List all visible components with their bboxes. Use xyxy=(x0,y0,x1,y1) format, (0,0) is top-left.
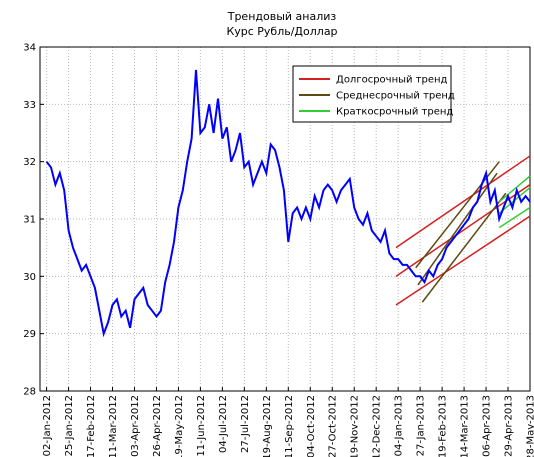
x-tick-label: 12-Dec-2012 xyxy=(372,395,383,457)
trend-line xyxy=(395,155,531,249)
x-tick-label: 03-Apr-2012 xyxy=(130,395,141,457)
x-tick-label: 11-Sep-2012 xyxy=(284,395,295,457)
x-tick-label: 11-Jun-2012 xyxy=(196,395,207,457)
series-line xyxy=(45,69,531,338)
x-tick-label: 26-Apr-2012 xyxy=(152,395,163,457)
x-tick-label: 25-Jan-2012 xyxy=(64,395,75,456)
x-tick-label: 04-Jul-2012 xyxy=(218,395,229,453)
x-tick-label: 27-Oct-2012 xyxy=(328,395,339,457)
x-tick-label: 29-Apr-2013 xyxy=(504,395,515,457)
y-tick-label: 28 xyxy=(23,387,36,398)
x-tick-label: 19-Nov-2012 xyxy=(350,395,361,457)
x-tick-label: 14-Mar-2013 xyxy=(460,395,471,457)
y-tick-label: 29 xyxy=(23,329,36,340)
trend-line xyxy=(498,206,531,229)
chart-title: Трендовый анализ xyxy=(227,10,337,23)
y-tick-label: 31 xyxy=(23,215,36,226)
x-tick-label: 11-Mar-2012 xyxy=(108,395,119,457)
x-tick-label: 02-Jan-2012 xyxy=(42,395,53,456)
plot-frame xyxy=(39,46,531,392)
y-tick-label: 32 xyxy=(23,157,36,168)
y-tick-label: 34 xyxy=(23,43,36,54)
x-tick-label: 27-Jul-2012 xyxy=(240,395,251,453)
x-tick-label: 19-May-2012 xyxy=(174,395,185,457)
trend-line xyxy=(421,192,507,303)
x-tick-label: 17-Feb-2012 xyxy=(86,395,97,457)
legend-label: Среднесрочный тренд xyxy=(336,91,455,102)
y-tick-label: 33 xyxy=(23,100,36,111)
x-tick-label: 19-Feb-2013 xyxy=(438,395,449,457)
trend-line xyxy=(395,183,531,277)
y-tick-label: 30 xyxy=(23,272,36,283)
trend-line xyxy=(395,215,531,306)
x-tick-label: 04-Jan-2013 xyxy=(394,395,405,456)
legend-label: Краткосрочный тренд xyxy=(336,107,453,118)
x-tick-label: 28-May-2013 xyxy=(526,395,534,457)
trend-line xyxy=(415,161,500,269)
chart-subtitle: Курс Рубль/Доллар xyxy=(226,25,337,38)
x-tick-label: 04-Oct-2012 xyxy=(306,395,317,457)
legend-label: Долгосрочный тренд xyxy=(336,75,448,86)
trend-line xyxy=(417,172,498,286)
plot-area xyxy=(40,47,530,391)
x-tick-label: 27-Jan-2013 xyxy=(416,395,427,456)
x-tick-label: 19-Aug-2012 xyxy=(262,395,273,457)
legend: Долгосрочный тренд Среднесрочный тренд Кра… xyxy=(292,65,455,123)
trend-line xyxy=(498,175,531,203)
x-tick-label: 06-Apr-2013 xyxy=(482,395,493,457)
